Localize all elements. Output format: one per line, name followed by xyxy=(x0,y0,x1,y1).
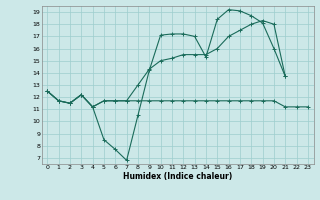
X-axis label: Humidex (Indice chaleur): Humidex (Indice chaleur) xyxy=(123,172,232,181)
